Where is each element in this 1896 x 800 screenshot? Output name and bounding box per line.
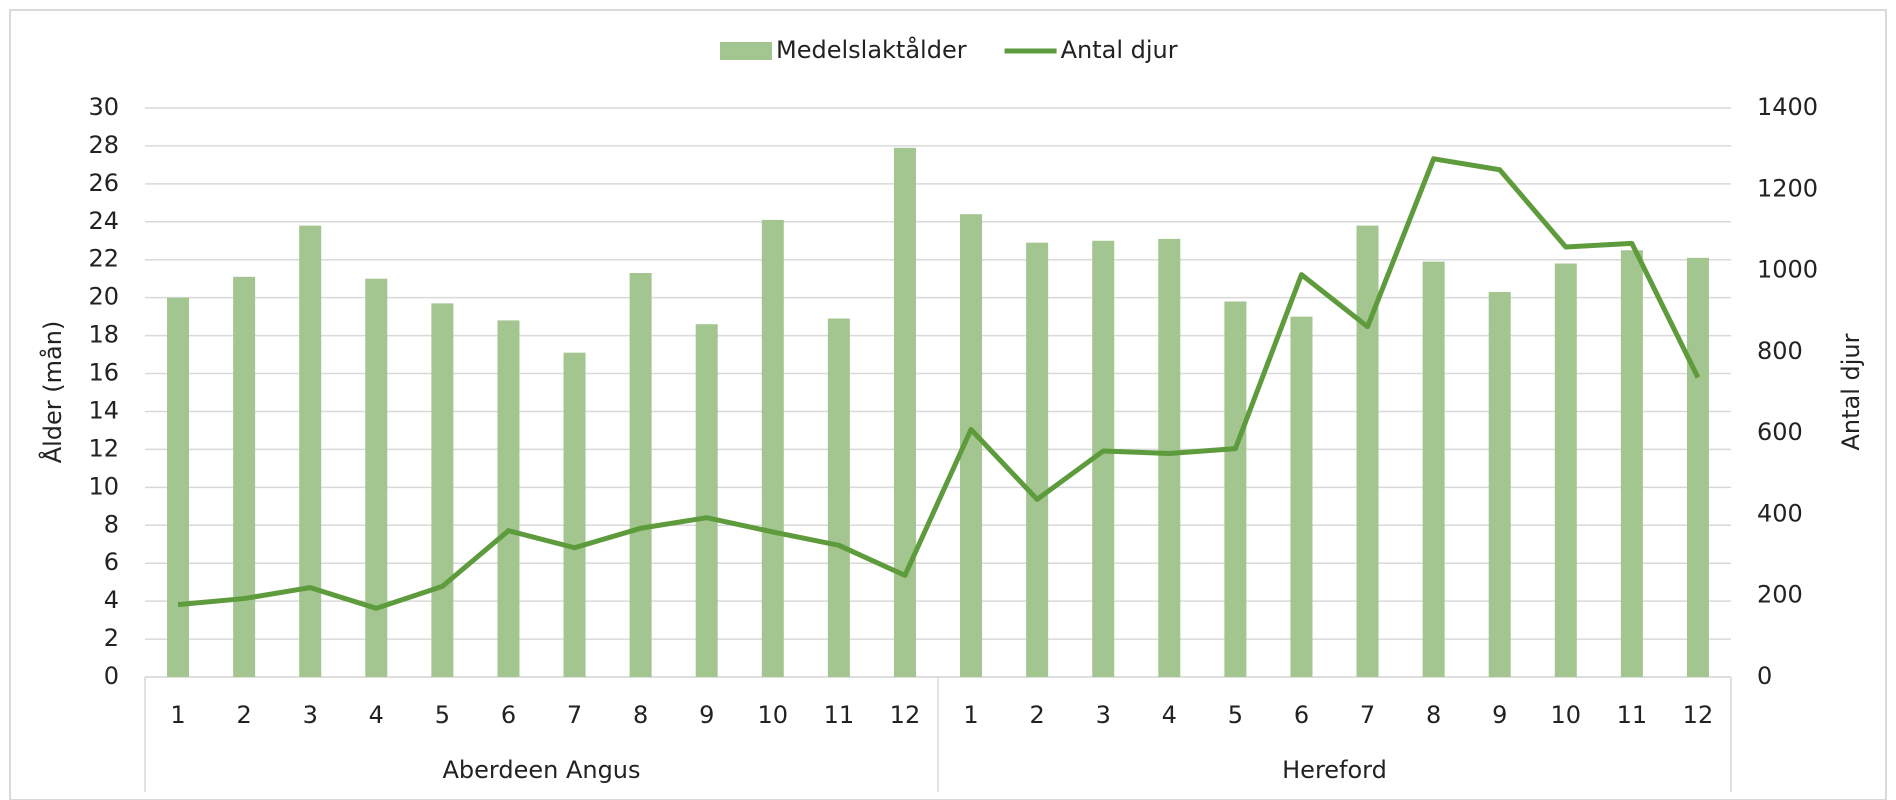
y-tick-label: 24 — [88, 207, 119, 235]
y-tick-label: 20 — [88, 283, 119, 311]
y2-tick-label: 0 — [1757, 662, 1772, 690]
y-tick-label: 8 — [104, 510, 119, 538]
bar — [1026, 242, 1049, 677]
y-tick-label: 22 — [88, 245, 119, 273]
y-tick-label: 14 — [88, 396, 119, 424]
bar — [761, 219, 784, 678]
x-tick-label: 6 — [501, 701, 516, 729]
y2-tick-label: 1400 — [1757, 93, 1818, 121]
bar — [1224, 301, 1247, 677]
bar — [1620, 250, 1643, 677]
x-tick-label: 4 — [1162, 701, 1177, 729]
x-tick-label: 7 — [567, 701, 582, 729]
y-tick-label: 2 — [104, 624, 119, 652]
bar — [695, 324, 718, 677]
bar — [365, 278, 388, 677]
x-tick-label: 12 — [890, 701, 921, 729]
y2-tick-label: 600 — [1757, 418, 1803, 446]
x-tick-label: 6 — [1294, 701, 1309, 729]
x-tick-label: 9 — [699, 701, 714, 729]
x-tick-label: 7 — [1360, 701, 1375, 729]
bar — [233, 276, 256, 677]
bar — [1554, 263, 1577, 677]
x-tick-label: 10 — [1551, 701, 1582, 729]
bar — [299, 225, 322, 678]
y-tick-label: 4 — [104, 586, 119, 614]
bar — [1158, 238, 1181, 677]
x-tick-label: 9 — [1492, 701, 1507, 729]
x-tick-label: 2 — [1029, 701, 1044, 729]
y-tick-label: 26 — [88, 169, 119, 197]
x-tick-label: 1 — [170, 701, 185, 729]
bar — [1422, 261, 1445, 677]
bar — [1686, 257, 1709, 677]
bar — [497, 320, 520, 677]
y-tick-label: 28 — [88, 131, 119, 159]
bar — [629, 273, 652, 677]
x-tick-label: 1 — [963, 701, 978, 729]
legend-swatch — [720, 42, 772, 60]
line — [177, 156, 1701, 611]
y2-axis-title: Antal djur — [1837, 333, 1865, 450]
legend-label: Medelslaktålder — [776, 35, 967, 64]
y-tick-label: 30 — [88, 93, 119, 121]
y-tick-label: 6 — [104, 548, 119, 576]
bar — [167, 297, 190, 677]
bar — [1092, 240, 1115, 677]
bar — [893, 147, 916, 677]
x-tick-label: 2 — [236, 701, 251, 729]
y-tick-label: 12 — [88, 434, 119, 462]
x-tick-label: 11 — [824, 701, 855, 729]
x-tick-label: 5 — [435, 701, 450, 729]
y-tick-label: 18 — [88, 321, 119, 349]
x-tick-label: 8 — [1426, 701, 1441, 729]
y-tick-label: 0 — [104, 662, 119, 690]
y-axis-title: Ålder (mån) — [38, 321, 67, 464]
bar — [1488, 291, 1511, 677]
bar — [563, 352, 586, 677]
bar — [960, 214, 983, 678]
bar — [431, 303, 454, 677]
group-label: Aberdeen Angus — [442, 756, 640, 784]
y2-tick-label: 1000 — [1757, 256, 1818, 284]
chart-border — [9, 9, 1887, 800]
y-tick-label: 10 — [88, 472, 119, 500]
y2-tick-label: 1200 — [1757, 174, 1818, 202]
x-tick-label: 11 — [1617, 701, 1648, 729]
x-tick-label: 12 — [1683, 701, 1714, 729]
group-label: Hereford — [1282, 756, 1387, 784]
bar — [827, 318, 850, 677]
x-tick-label: 4 — [369, 701, 384, 729]
x-tick-label: 3 — [303, 701, 318, 729]
bar — [1290, 316, 1313, 677]
x-tick-label: 8 — [633, 701, 648, 729]
legend-label: Antal djur — [1061, 36, 1178, 64]
x-tick-label: 5 — [1228, 701, 1243, 729]
y-tick-label: 16 — [88, 359, 119, 387]
bar — [1356, 225, 1379, 678]
x-tick-label: 10 — [758, 701, 789, 729]
y2-tick-label: 800 — [1757, 337, 1803, 365]
y2-tick-label: 400 — [1757, 499, 1803, 527]
y2-tick-label: 200 — [1757, 581, 1803, 609]
x-tick-label: 3 — [1096, 701, 1111, 729]
